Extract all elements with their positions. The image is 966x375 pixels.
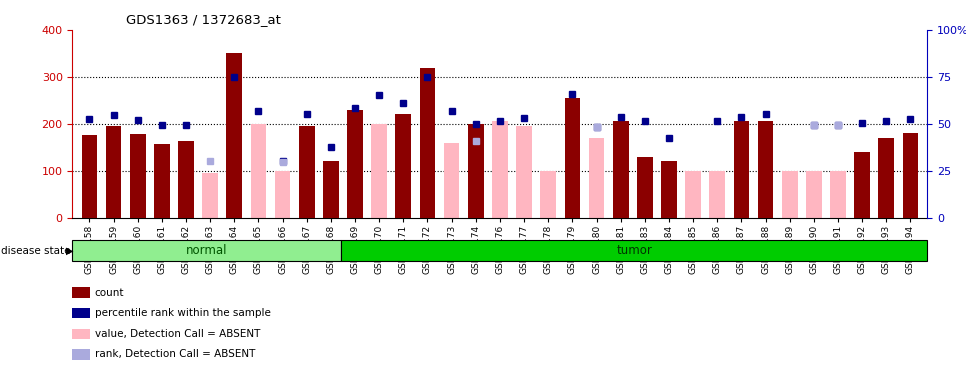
Bar <box>347 110 363 218</box>
Bar <box>395 114 412 218</box>
Text: normal: normal <box>186 244 228 257</box>
Bar <box>226 54 242 217</box>
Bar <box>854 152 870 217</box>
Text: GDS1363 / 1372683_at: GDS1363 / 1372683_at <box>126 13 280 26</box>
Bar <box>419 68 436 218</box>
Text: tumor: tumor <box>616 244 652 257</box>
Bar <box>709 171 725 217</box>
Bar <box>637 157 653 218</box>
Bar <box>492 122 508 218</box>
Bar <box>588 138 605 218</box>
Text: percentile rank within the sample: percentile rank within the sample <box>95 308 270 318</box>
Bar <box>202 173 218 217</box>
Text: count: count <box>95 288 125 297</box>
Bar <box>516 126 532 218</box>
Bar <box>341 240 927 261</box>
Bar <box>733 122 750 218</box>
Bar <box>178 141 194 218</box>
Bar <box>540 171 556 217</box>
Bar <box>902 133 919 218</box>
Bar <box>830 171 846 217</box>
Bar <box>154 144 170 218</box>
Bar <box>612 122 629 218</box>
Bar <box>250 124 267 218</box>
Text: disease state: disease state <box>1 246 71 255</box>
Bar <box>468 124 484 218</box>
Text: rank, Detection Call = ABSENT: rank, Detection Call = ABSENT <box>95 350 255 359</box>
Bar <box>298 126 315 218</box>
Bar <box>781 171 798 217</box>
Bar <box>105 126 122 218</box>
Text: value, Detection Call = ABSENT: value, Detection Call = ABSENT <box>95 329 260 339</box>
Bar <box>72 240 341 261</box>
Bar <box>685 171 701 217</box>
Bar <box>81 135 98 218</box>
Bar <box>661 161 677 218</box>
Bar <box>878 138 895 218</box>
Bar <box>323 161 339 218</box>
Bar <box>443 142 460 218</box>
Bar <box>806 171 822 217</box>
Bar <box>129 134 146 218</box>
Bar <box>757 122 774 218</box>
Bar <box>371 124 387 218</box>
Bar <box>274 171 291 217</box>
Text: ▶: ▶ <box>66 246 73 255</box>
Bar <box>564 98 581 218</box>
